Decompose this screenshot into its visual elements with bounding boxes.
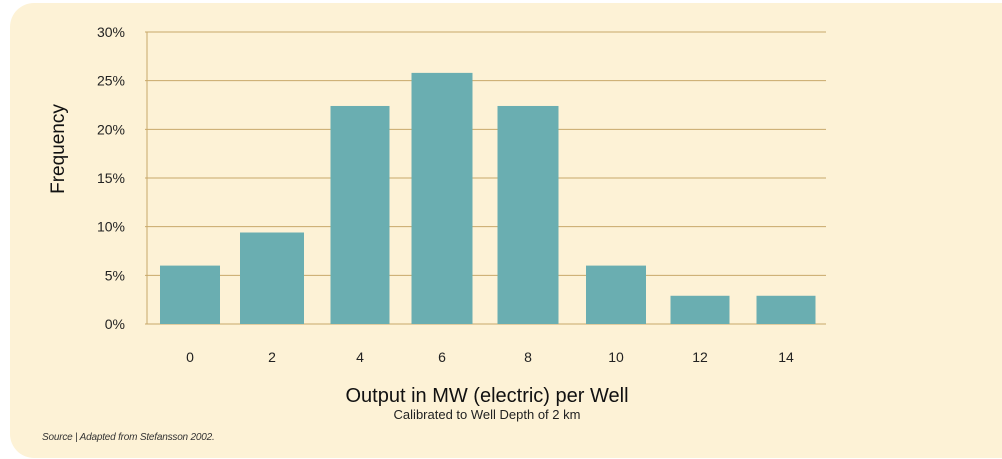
x-tick-label: 4 <box>356 349 364 365</box>
y-axis-ticks: 0% 5% 10% 15% 20% 25% 30% <box>97 24 125 332</box>
x-axis-sublabel: Calibrated to Well Depth of 2 km <box>394 407 581 422</box>
bar <box>670 295 730 324</box>
bar <box>586 265 646 324</box>
y-tick-label: 5% <box>105 267 125 283</box>
y-tick-label: 30% <box>97 24 125 40</box>
x-axis-label: Output in MW (electric) per Well <box>345 385 628 407</box>
source-note: Source | Adapted from Stefansson 2002. <box>42 432 215 443</box>
bar <box>756 295 816 324</box>
bar <box>240 232 304 324</box>
bars <box>160 72 816 325</box>
bar <box>411 72 473 324</box>
x-tick-label: 6 <box>438 349 446 365</box>
y-tick-label: 20% <box>97 121 125 137</box>
x-axis-ticks: 0 2 4 6 8 10 12 14 <box>186 349 794 365</box>
bar <box>497 105 559 325</box>
x-tick-label: 0 <box>186 349 194 365</box>
y-tick-label: 15% <box>97 170 125 186</box>
bar <box>330 105 390 325</box>
y-tick-label: 0% <box>105 316 125 332</box>
y-axis-label: Frequency <box>48 104 69 194</box>
x-tick-label: 10 <box>608 349 624 365</box>
x-tick-label: 2 <box>268 349 276 365</box>
x-tick-label: 12 <box>692 349 708 365</box>
x-tick-label: 8 <box>524 349 532 365</box>
x-tick-label: 14 <box>778 349 794 365</box>
y-tick-label: 10% <box>97 219 125 235</box>
bar <box>160 265 220 324</box>
y-tick-label: 25% <box>97 73 125 89</box>
